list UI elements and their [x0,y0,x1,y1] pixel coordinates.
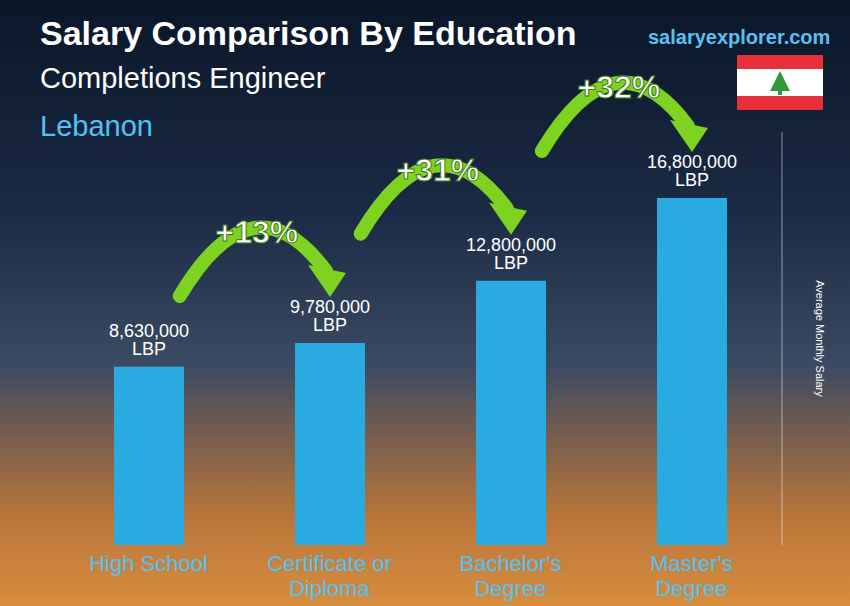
svg-text:Certificate orDiploma: Certificate orDiploma [267,551,392,601]
html-text:Lebanon: Lebanon [40,110,153,142]
svg-text:Average Monthly Salary: Average Monthly Salary [814,280,826,397]
svg-text:16,800,000LBP: 16,800,000LBP [647,152,737,190]
svg-text:+13%: +13% [216,214,299,250]
html-text:salaryexplorer.com: salaryexplorer.com [648,26,831,48]
svg-text:+31%: +31% [397,152,480,188]
html-text:Salary Comparison By Education: Salary Comparison By Education [40,14,577,52]
svg-text:Master'sDegree: Master'sDegree [650,551,732,601]
svg-text:9,780,000LBP: 9,780,000LBP [290,297,370,335]
svg-text:8,630,000LBP: 8,630,000LBP [109,321,189,359]
svg-text:Bachelor'sDegree: Bachelor'sDegree [459,551,561,601]
svg-text:+32%: +32% [578,69,661,105]
svg-text:12,800,000LBP: 12,800,000LBP [466,235,556,273]
svg-text:High School: High School [89,551,208,576]
html-text:Completions Engineer: Completions Engineer [40,62,326,94]
